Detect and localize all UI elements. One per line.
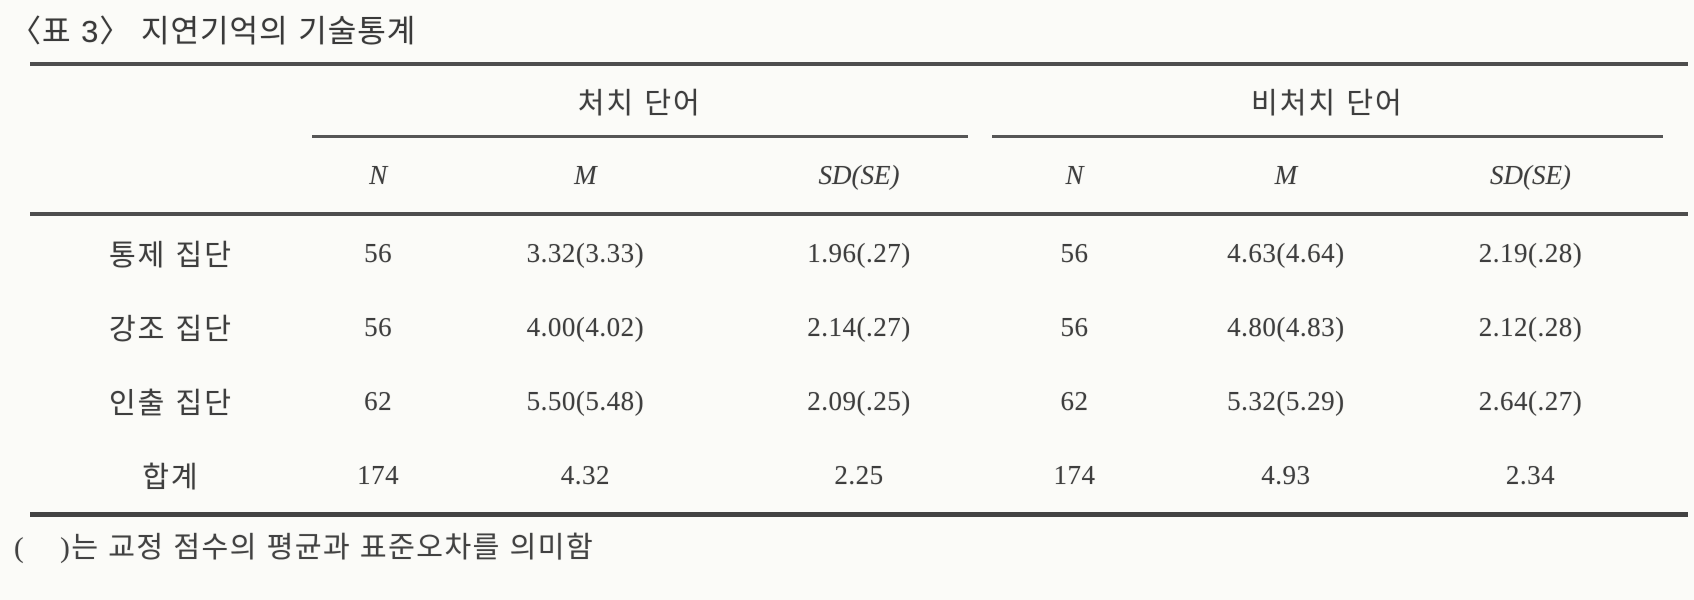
table-cell: 62 (364, 385, 393, 416)
table-cell: 56 (1060, 311, 1089, 342)
table-cell: 2.14(.27) (807, 311, 911, 342)
table-cell: 5.32(5.29) (1227, 385, 1345, 416)
descriptive-statistics-table: 처치 단어 비처치 단어 N M SD(SE) N M SD(SE) 통제 집단… (30, 62, 1688, 517)
column-group-header-row: 처치 단어 비처치 단어 (30, 66, 1688, 138)
table-row-total: 합계 174 4.32 2.25 174 4.93 2.34 (30, 438, 1688, 512)
table-cell: 5.50(5.48) (526, 385, 645, 416)
col-header-sdse-untreated: SD(SE) (1489, 159, 1571, 190)
table-cell: 2.09(.25) (807, 385, 911, 416)
table-footnote: ( )는 교정 점수의 평균과 표준오차를 의미함 (14, 532, 595, 564)
table-row-emphasis-group: 강조 집단 56 4.00(4.02) 2.14(.27) 56 4.80(4.… (30, 290, 1688, 364)
table-cell: 4.93 (1261, 459, 1311, 490)
table-cell: 174 (357, 459, 400, 490)
table-cell: 62 (1060, 385, 1089, 416)
table-cell: 174 (1053, 459, 1096, 490)
table-row-retrieval-group: 인출 집단 62 5.50(5.48) 2.09(.25) 62 5.32(5.… (30, 364, 1688, 438)
row-label: 통제 집단 (108, 240, 233, 272)
table-cell: 2.25 (834, 459, 884, 490)
col-header-n-untreated: N (1065, 159, 1084, 190)
col-header-m-untreated: M (1274, 159, 1298, 190)
table-cell: 2.34 (1505, 459, 1556, 490)
table-cell: 56 (364, 311, 393, 342)
table-caption: 〈표 3〉 지연기억의 기술통계 (10, 14, 417, 49)
table-cell: 56 (364, 237, 393, 268)
col-header-n-treated: N (369, 159, 388, 190)
table-cell: 3.32(3.33) (526, 237, 645, 268)
table-cell: 4.32 (560, 459, 611, 490)
table-cell: 2.64(.27) (1478, 385, 1583, 416)
table-cell: 4.63(4.64) (1227, 237, 1345, 268)
row-label: 강조 집단 (108, 314, 233, 346)
row-label: 합계 (142, 462, 200, 494)
column-group-treated-words: 처치 단어 (311, 66, 968, 138)
table-cell: 2.19(.28) (1478, 237, 1583, 268)
table-cell: 56 (1060, 237, 1089, 268)
row-label: 인출 집단 (108, 388, 233, 420)
column-group-untreated-words: 비처치 단어 (991, 66, 1664, 138)
table-cell: 1.96(.27) (807, 237, 911, 268)
col-header-sdse-treated: SD(SE) (818, 159, 900, 190)
table-row-control-group: 통제 집단 56 3.32(3.33) 1.96(.27) 56 4.63(4.… (30, 216, 1688, 290)
table-cell: 2.12(.28) (1478, 311, 1583, 342)
stat-header-row: N M SD(SE) N M SD(SE) (30, 138, 1688, 216)
table-cell: 4.80(4.83) (1227, 311, 1345, 342)
col-header-m-treated: M (574, 159, 597, 190)
table-cell: 4.00(4.02) (526, 311, 645, 342)
